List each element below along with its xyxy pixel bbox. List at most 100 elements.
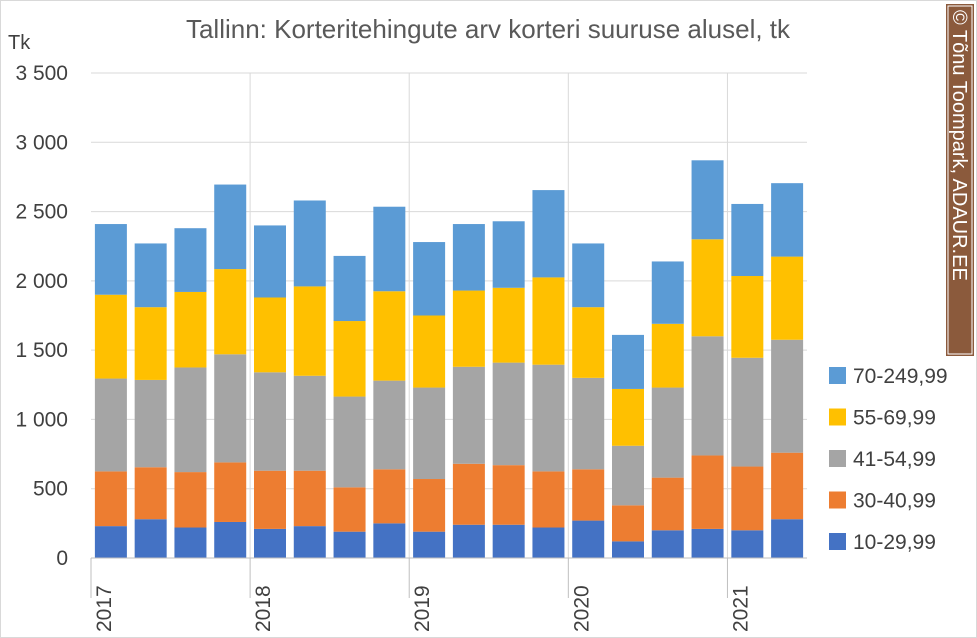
x-tick-label: 2018 [252, 585, 275, 632]
bar-segment [94, 294, 127, 379]
bar-segment [731, 203, 764, 277]
bar-segment [691, 160, 724, 240]
bar-segment [134, 467, 167, 520]
bar-segment [771, 339, 804, 453]
bar-segment [572, 307, 605, 378]
bars [94, 160, 804, 558]
bar-segment [373, 291, 406, 381]
y-tick-label: 3 500 [15, 62, 68, 85]
copyright-text: © Tõnu Toompark, ADAUR.EE [948, 10, 970, 281]
y-tick-label: 1 500 [15, 339, 68, 362]
bar-segment [293, 375, 326, 471]
bar-segment [452, 524, 485, 558]
bar-segment [293, 200, 326, 287]
bar-segment [254, 225, 286, 298]
bar-segment [214, 354, 247, 463]
bar-segment [492, 362, 525, 466]
x-tick-label: 2017 [93, 585, 116, 632]
bar-segment [134, 519, 167, 558]
y-tick-label: 1 000 [15, 408, 68, 431]
bar-segment [333, 396, 366, 488]
bar-segment [333, 531, 366, 558]
bar-segment [333, 487, 366, 532]
bar-segment [94, 224, 127, 295]
bar-segment [134, 307, 167, 380]
bar-segment [532, 471, 565, 528]
bar-segment [651, 323, 684, 388]
legend-entry: 70-249,99 [829, 365, 948, 388]
y-tick-label: 2 500 [15, 201, 68, 224]
bar-segment [691, 336, 724, 456]
legend-label: 70-249,99 [853, 365, 948, 388]
bar-segment [174, 228, 207, 292]
bar-segment [532, 364, 565, 472]
copyright-badge: © Tõnu Toompark, ADAUR.EE [946, 4, 974, 356]
y-axis-unit-label: Tk [8, 32, 31, 54]
bar-segment [532, 277, 565, 365]
bar-segment [134, 379, 167, 468]
y-tick-label: 500 [33, 478, 68, 501]
legend-swatch [829, 367, 846, 384]
chart-title: Tallinn: Korteritehingute arv korteri su… [186, 14, 791, 44]
bar-segment [492, 287, 525, 363]
bar-segment [651, 477, 684, 531]
legend-label: 41-54,99 [853, 448, 936, 471]
legend-label: 30-40,99 [853, 490, 936, 513]
bar-segment [94, 471, 127, 527]
bar-segment [572, 520, 605, 558]
bar-segment [293, 526, 326, 558]
x-tick-label: 2020 [570, 585, 593, 632]
bar-segment [174, 291, 207, 368]
bar-segment [651, 387, 684, 478]
bar-segment [612, 334, 644, 389]
x-axis: 2017 2018 2019 2020 2021 [90, 557, 807, 632]
bar-segment [771, 183, 804, 257]
bar-segment [572, 243, 605, 308]
bar-segment [254, 372, 286, 471]
bar-segment [214, 269, 247, 355]
bar-segment [174, 367, 207, 473]
bar-segment [731, 276, 764, 358]
legend: 70-249,99 55-69,99 41-54,99 30-40,99 10-29,9… [829, 365, 948, 554]
legend-swatch [829, 408, 846, 426]
copyright-border [947, 5, 973, 355]
bar-segment [333, 321, 366, 397]
bar-segment [293, 286, 326, 376]
legend-swatch [829, 491, 846, 509]
bar-segment [452, 290, 485, 367]
bar-segment [373, 469, 406, 524]
bar-segment [94, 526, 127, 558]
legend-entry: 55-69,99 [829, 407, 936, 430]
bar-segment [492, 524, 525, 558]
bar-segment [254, 297, 286, 373]
bar-segment [413, 387, 446, 480]
y-axis-ticks: 0 500 1 000 1 500 2 000 2 500 3 000 3 500 [15, 62, 68, 570]
bar-segment [691, 239, 724, 337]
bar-segment [413, 479, 446, 532]
bar-segment [691, 528, 724, 558]
bar-segment [452, 366, 485, 464]
y-tick-label: 2 000 [15, 270, 68, 293]
bar-segment [373, 523, 406, 558]
bar-segment [612, 445, 644, 506]
bar-segment [174, 472, 207, 528]
y-tick-label: 0 [56, 547, 68, 570]
bar-segment [532, 527, 565, 558]
bar-segment [413, 315, 446, 388]
bar-segment [452, 224, 485, 291]
bar-segment [94, 378, 127, 472]
bar-segment [413, 531, 446, 558]
bar-segment [771, 452, 804, 520]
legend-label: 10-29,99 [853, 531, 936, 554]
bar-segment [214, 521, 247, 558]
bar-segment [771, 256, 804, 340]
legend-swatch [829, 450, 846, 467]
x-tick-label: 2021 [729, 585, 752, 632]
y-tick-label: 3 000 [15, 131, 68, 154]
bar-segment [492, 465, 525, 525]
bar-segment [214, 462, 247, 522]
bar-segment [373, 380, 406, 470]
bar-segment [174, 527, 207, 558]
bar-segment [293, 470, 326, 527]
